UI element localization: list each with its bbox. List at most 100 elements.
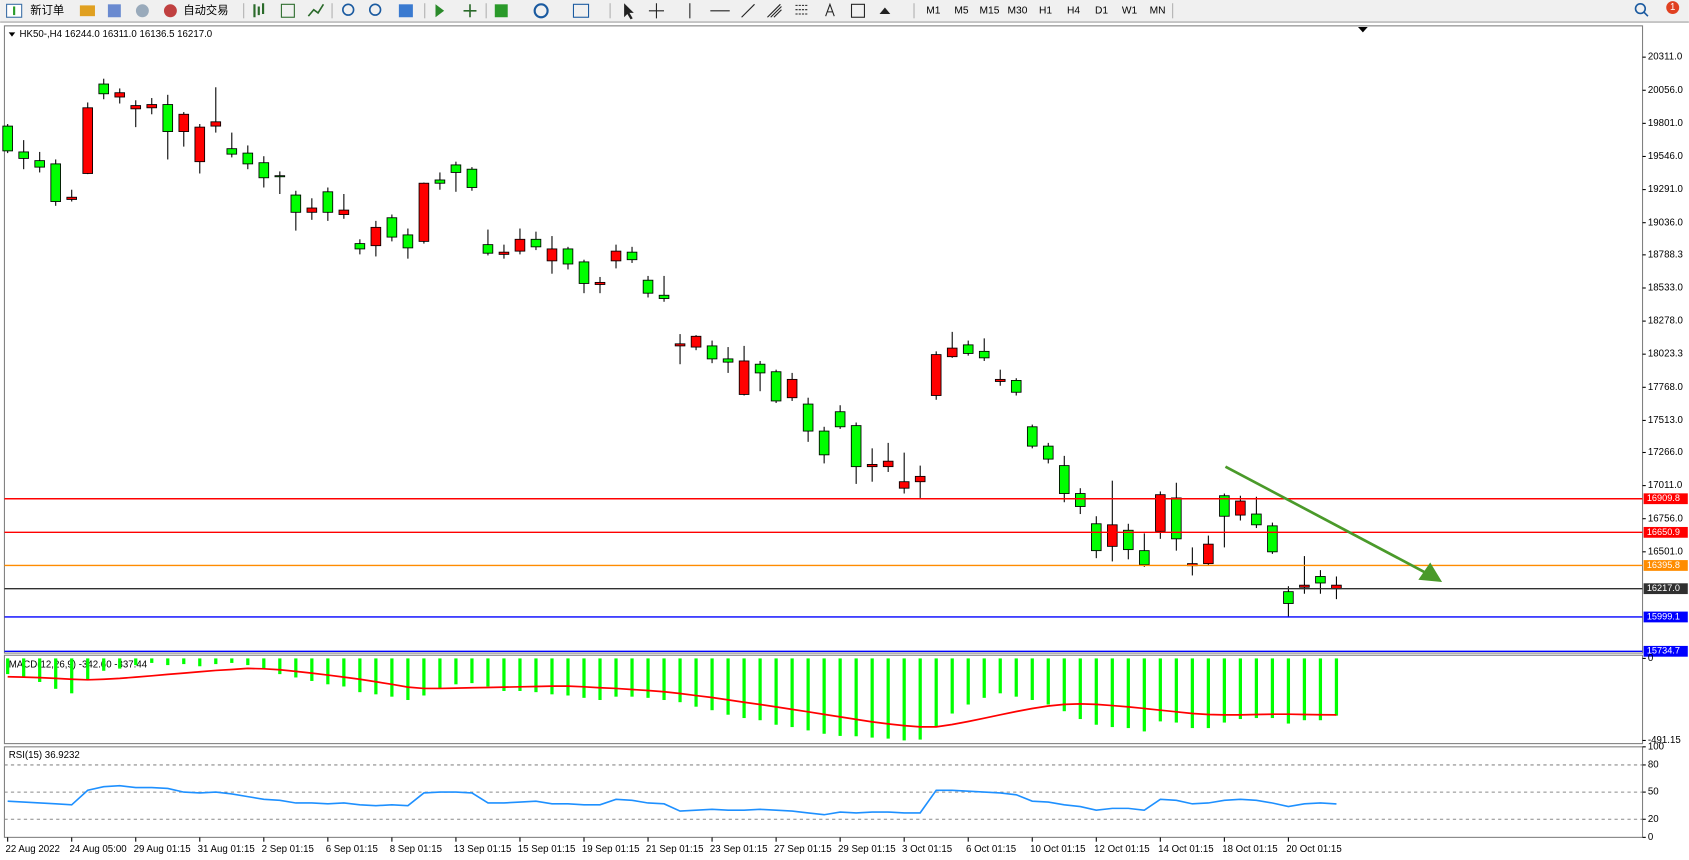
timeframe-button[interactable]: M1 — [926, 5, 941, 16]
x-tick-label: 12 Oct 01:15 — [1094, 844, 1149, 855]
badge-count: 1 — [1670, 2, 1675, 13]
label-tool[interactable] — [850, 3, 865, 18]
macd-bar — [790, 658, 794, 728]
macd-bar — [518, 658, 522, 691]
candle-body — [962, 344, 974, 354]
macd-bar — [1254, 658, 1259, 719]
macd-bar — [966, 658, 970, 705]
autoscroll[interactable] — [435, 4, 445, 18]
price-level-tag — [1643, 526, 1688, 538]
auto-trading-button[interactable]: 自动交易 — [163, 3, 229, 18]
search-button[interactable] — [1634, 2, 1647, 15]
macd-bar — [950, 658, 954, 714]
trendline-tool[interactable] — [741, 3, 755, 18]
timeframe-button[interactable]: H1 — [1039, 5, 1052, 16]
x-tick-label: 27 Sep 01:15 — [774, 844, 832, 855]
macd-bar — [838, 658, 842, 736]
x-tick-label: 18 Oct 01:15 — [1222, 844, 1277, 855]
macd-bar — [406, 658, 410, 701]
y-tick-label: 19036.0 — [1648, 217, 1684, 228]
timeframe-button[interactable]: W1 — [1122, 5, 1138, 16]
macd-bar — [694, 658, 698, 707]
y-tick-label: 100 — [1648, 741, 1665, 752]
candle-body — [610, 250, 622, 262]
icon-button[interactable] — [79, 5, 95, 17]
macd-bar — [614, 658, 618, 697]
cursor-tool[interactable] — [624, 3, 634, 20]
candle-body — [450, 164, 462, 173]
candle-body — [274, 175, 286, 178]
timeframe-button[interactable]: D1 — [1095, 5, 1108, 16]
zoom-out[interactable] — [368, 3, 382, 16]
macd-bar — [774, 658, 778, 725]
candle-body — [1010, 380, 1022, 393]
macd-bar — [374, 658, 378, 695]
candle-body — [2, 125, 13, 152]
y-tick-label: 80 — [1648, 760, 1659, 771]
candle-body — [722, 358, 734, 363]
macd-bar — [230, 658, 234, 663]
candle-body — [418, 182, 430, 242]
price-level-tag — [1643, 493, 1688, 505]
macd-bar — [886, 658, 890, 739]
chart-shift[interactable] — [463, 4, 477, 18]
candle-body — [1026, 426, 1038, 447]
macd-bar — [646, 658, 650, 698]
periods[interactable] — [533, 3, 549, 19]
y-tick-label: 17011.0 — [1648, 480, 1683, 491]
crosshair-tool[interactable] — [648, 3, 664, 19]
icon-button[interactable] — [253, 3, 265, 18]
notification-badge[interactable]: 1 — [1666, 1, 1680, 15]
candle-body — [402, 234, 414, 249]
fibonacci-tool[interactable] — [795, 4, 809, 15]
icon-button[interactable] — [307, 3, 325, 17]
candle-body — [594, 281, 606, 285]
macd-bar — [246, 658, 250, 666]
macd-bar — [1158, 658, 1162, 722]
candle-body — [194, 126, 206, 163]
indicators[interactable] — [494, 4, 508, 18]
macd-bar — [710, 658, 714, 711]
icon — [163, 4, 177, 18]
candle-body — [242, 152, 254, 165]
x-tick-label: 31 Aug 01:15 — [198, 844, 255, 855]
candle-body — [322, 191, 334, 213]
timeframe-button[interactable]: MN — [1150, 5, 1166, 16]
x-tick-label: 20 Oct 01:15 — [1286, 844, 1341, 855]
main-panel — [3, 25, 1644, 654]
macd-bar — [934, 658, 938, 728]
toolbar-bg — [0, 0, 1689, 22]
new-order-button[interactable]: 新订单 — [6, 3, 65, 18]
arrows-tool[interactable] — [879, 7, 891, 15]
channel-tool[interactable] — [767, 3, 782, 18]
macd-bar — [86, 658, 90, 680]
timeframe-button[interactable]: H4 — [1067, 5, 1080, 16]
text-tool[interactable] — [825, 2, 835, 17]
x-tick-label: 8 Sep 01:15 — [390, 844, 442, 855]
timeframe-button[interactable]: M5 — [954, 5, 969, 16]
templates[interactable] — [572, 3, 590, 18]
icon-button[interactable] — [280, 3, 295, 18]
macd-bar — [390, 658, 394, 697]
candle-body — [834, 411, 846, 428]
candle-body — [994, 378, 1006, 382]
timeframe-button[interactable]: M30 — [1008, 5, 1028, 16]
candle-body — [642, 279, 654, 294]
macd-bar — [294, 658, 298, 678]
button-label: 自动交易 — [183, 3, 228, 17]
timeframe-bar: M1 M5 M15 M30 H1 H4 D1 W1 MN — [926, 5, 1165, 16]
candle-body — [514, 238, 526, 252]
zoom-in[interactable] — [342, 3, 355, 16]
y-tick-label: 20 — [1648, 814, 1659, 825]
macd-bar — [486, 658, 490, 687]
price-level-label: 16909.8 — [1647, 493, 1680, 503]
macd-bar — [1206, 658, 1210, 729]
icon-button[interactable] — [107, 4, 121, 18]
timeframe-button[interactable]: M15 — [980, 5, 1000, 16]
icon-button[interactable] — [135, 4, 149, 18]
candle-body — [1203, 543, 1214, 565]
price-level-label: 16395.8 — [1647, 560, 1680, 570]
tile-windows[interactable] — [398, 4, 413, 18]
candle-body — [226, 148, 238, 155]
